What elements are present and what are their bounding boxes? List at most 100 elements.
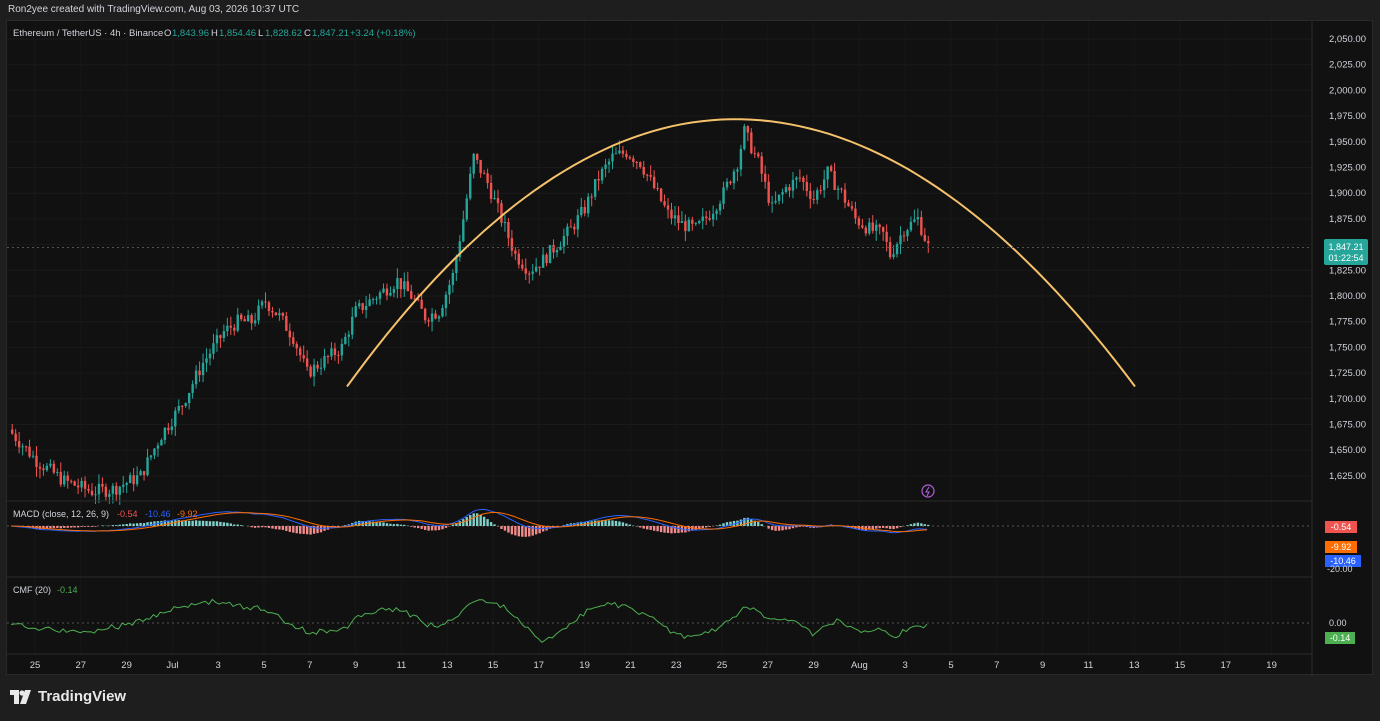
candle-body bbox=[73, 481, 76, 486]
macd-hist-bar bbox=[604, 520, 607, 526]
candles bbox=[11, 123, 930, 505]
macd-hist-bar bbox=[181, 520, 184, 526]
macd-line bbox=[10, 508, 928, 534]
candle-body bbox=[295, 343, 298, 349]
chart-frame[interactable]: 2,050.00 2,025.00 2,000.00 1,975.00 1,950.00… bbox=[6, 20, 1374, 676]
macd-tag-bg-2 bbox=[1325, 541, 1357, 553]
macd-hist-bar bbox=[229, 523, 233, 526]
macd-hist-bar bbox=[174, 520, 177, 526]
candle-body bbox=[881, 227, 885, 232]
candle-body bbox=[132, 475, 135, 485]
macd-hist-bar bbox=[732, 520, 736, 526]
candle-body bbox=[146, 457, 149, 476]
candle-body bbox=[854, 208, 857, 219]
candle-body bbox=[333, 348, 337, 355]
candle-body bbox=[378, 292, 382, 299]
candle-body bbox=[562, 235, 566, 247]
x-tick-label: 5 bbox=[948, 660, 953, 671]
candle-body bbox=[927, 240, 930, 244]
candle-body bbox=[382, 288, 385, 293]
candle-body bbox=[101, 483, 104, 487]
signal-line bbox=[10, 512, 928, 533]
macd-hist-bar bbox=[236, 524, 239, 526]
candle-body bbox=[583, 207, 586, 214]
price-chart-svg[interactable]: 2,050.00 2,025.00 2,000.00 1,975.00 1,950.00… bbox=[7, 21, 1374, 676]
candle-body bbox=[788, 187, 791, 191]
macd-hist-bar bbox=[909, 524, 913, 526]
y-tick-label: 1,750.00 bbox=[1329, 342, 1366, 353]
cmf-value: -0.14 bbox=[57, 585, 78, 595]
macd-hist-bar bbox=[430, 526, 434, 531]
candle-body bbox=[59, 471, 62, 485]
candle-body bbox=[364, 305, 368, 310]
candle-body bbox=[698, 221, 701, 224]
tradingview-logo[interactable]: TradingView bbox=[10, 688, 126, 705]
candle-body bbox=[722, 187, 725, 204]
x-tick-label: 19 bbox=[579, 660, 590, 671]
macd-hist-bar bbox=[784, 526, 788, 530]
candle-body bbox=[326, 356, 330, 358]
candle-body bbox=[482, 173, 486, 175]
macd-hist-bar bbox=[923, 524, 927, 526]
candle-body bbox=[607, 161, 611, 165]
macd-hist-bar bbox=[576, 522, 580, 526]
candle-body bbox=[850, 206, 854, 209]
legend-h-label: H bbox=[211, 28, 218, 39]
candle-body bbox=[521, 264, 524, 269]
macd-hist-bar bbox=[607, 520, 611, 526]
candle-body bbox=[680, 221, 684, 223]
candle-body bbox=[278, 313, 281, 316]
candle-body bbox=[208, 353, 212, 359]
macd-hist-bar bbox=[316, 526, 319, 534]
candle-body bbox=[875, 224, 878, 231]
candle-body bbox=[222, 331, 226, 338]
macd-hist-bar bbox=[646, 526, 649, 530]
candle-body bbox=[489, 182, 493, 199]
candle-body bbox=[528, 273, 531, 275]
macd-hist-bar bbox=[781, 526, 784, 531]
macd-hist-bar bbox=[687, 526, 691, 532]
candle-body bbox=[642, 167, 645, 175]
macd-hist-bar bbox=[802, 526, 805, 527]
macd-hist-bar bbox=[795, 526, 798, 528]
x-tick-label: 5 bbox=[261, 660, 266, 671]
candle-body bbox=[774, 200, 777, 203]
candle-body bbox=[260, 301, 264, 306]
macd-hist-bar bbox=[274, 526, 278, 530]
candle-body bbox=[416, 299, 420, 301]
candle-body bbox=[836, 188, 840, 190]
macd-hist-bar bbox=[368, 521, 371, 526]
macd-hist-bar bbox=[312, 526, 316, 534]
macd-tag-1: -0.54 bbox=[1331, 522, 1352, 532]
macd-hist-bar bbox=[52, 526, 56, 529]
macd-hist-bar bbox=[281, 526, 285, 530]
macd-hist-bar bbox=[122, 524, 125, 526]
macd-hist-bar bbox=[659, 526, 663, 533]
candle-body bbox=[184, 403, 187, 406]
alert-bolt-icon[interactable] bbox=[921, 484, 935, 498]
y-tick-label: 1,925.00 bbox=[1329, 163, 1366, 174]
candle-body bbox=[673, 215, 677, 219]
macd-hist-bar bbox=[927, 524, 930, 526]
candle-body bbox=[847, 202, 850, 207]
macd-hist-bar bbox=[208, 521, 212, 526]
macd-hist-bar bbox=[649, 526, 652, 530]
macd-hist-bar bbox=[580, 521, 583, 526]
candle-body bbox=[337, 354, 340, 356]
candle-body bbox=[711, 213, 715, 220]
candle-body bbox=[767, 181, 770, 203]
macd-hist-bar bbox=[42, 526, 45, 530]
candle-body bbox=[45, 465, 49, 471]
candle-body bbox=[888, 242, 892, 258]
candle-body bbox=[597, 179, 600, 181]
macd-hist-bar bbox=[788, 526, 791, 530]
y-tick-label: 1,825.00 bbox=[1329, 265, 1366, 276]
macd-hist-bar bbox=[913, 523, 916, 526]
candle-body bbox=[507, 222, 510, 239]
macd-hist-bar bbox=[354, 521, 357, 526]
macd-hist-bar bbox=[590, 521, 593, 526]
candle-body bbox=[628, 157, 632, 159]
macd-hist-bar bbox=[444, 526, 448, 528]
candle-body bbox=[181, 405, 184, 407]
legend-o-label: O bbox=[164, 28, 171, 39]
